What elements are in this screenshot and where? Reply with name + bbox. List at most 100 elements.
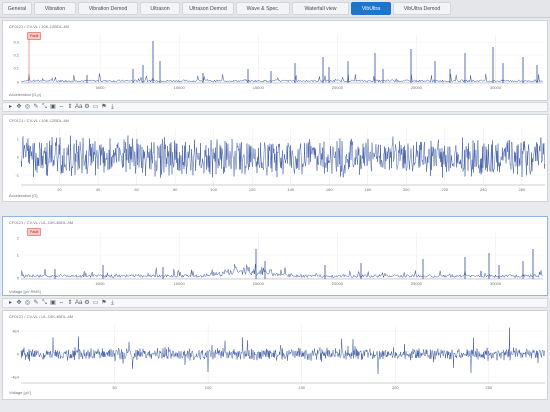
play-icon[interactable]: ▸ [8,104,12,110]
text-size-icon[interactable]: Aa [75,300,83,306]
chart-svg[interactable]: 50 100 150 200 250 4e4 0 -4e4 [3,311,549,401]
x-tick-label: 250 [486,385,493,390]
x-tick-label: 120 [249,187,256,192]
tab-bar: General Vibration Vibration Demod Ultrason U… [0,0,550,18]
y-tick-label: 1 [17,253,20,258]
chart-svg[interactable]: 5000 10000 15000 20000 25000 30000 2 1 0 [3,217,549,297]
fit-x-icon[interactable]: ⇔ [58,104,65,110]
y-tick-label: -1 [15,173,19,178]
edit-icon[interactable]: ✎ [33,104,39,110]
spectrum-chart-panel-voltage[interactable]: CF0121 / CV-VL / UL-10K-4BDL-4M Fault Vo… [2,216,548,296]
fit-y-icon[interactable]: ⇕ [67,300,73,306]
x-tick-label: 10000 [174,85,186,90]
y-tick-label: 0.2 [13,53,19,58]
y-tick-label: 4e4 [12,329,19,334]
tab-waterfall-view[interactable]: Waterfall view [292,2,349,15]
panel-path-label: CF0121 / CV-VL / 10K-12BDL-4M [9,118,69,123]
cursor-icon[interactable]: ⤡ [42,104,47,110]
flag-icon[interactable]: ⚑ [101,104,107,110]
x-tick-label: 100 [210,187,217,192]
edit-icon[interactable]: ✎ [33,300,39,306]
download-icon[interactable]: ⤓ [111,104,114,110]
y-tick-label: 1 [17,137,20,142]
tab-ultrason-demod[interactable]: Ultrason Demod [182,2,234,15]
x-tick-label: 200 [392,385,399,390]
y-axis-label: Acceleration [G] [9,193,38,198]
tab-wave-spec[interactable]: Wave & Spec. [236,2,290,15]
settings-icon[interactable]: ⚙ [84,104,90,110]
y-tick-label: 0 [17,80,20,85]
zoom-icon[interactable]: ◎ [24,300,31,306]
x-tick-label: 60 [134,187,139,192]
x-tick-label: 5000 [96,281,106,286]
fault-badge: Fault [27,32,42,40]
x-tick-label: 80 [173,187,178,192]
spectrum-chart-panel-acceleration[interactable]: CF0121 / CV-VL / 10K-12BDL-4M Fault Acce… [2,20,548,101]
fit-y-icon[interactable]: ⇕ [67,104,73,110]
pan-icon[interactable]: ✥ [16,300,22,306]
x-tick-label: 25000 [411,281,423,286]
tab-vibultra-demod[interactable]: VibUltra Demod [393,2,451,15]
waveform-trace [20,135,546,178]
tab-vibultra[interactable]: VibUltra [351,2,391,15]
spectrum-trace [20,73,543,83]
y-axis-label: Voltage [μV] [9,390,31,395]
text-size-icon[interactable]: Aa [75,104,83,110]
y-tick-label: 0 [17,155,20,160]
y-axis-label: Voltage [μV RMS] [9,289,41,294]
fit-x-icon[interactable]: ⇔ [58,300,65,306]
x-tick-label: 100 [205,385,212,390]
chart-svg[interactable]: 5000 10000 15000 20000 25000 30000 0.3 0.2 0.1 0 [3,21,549,102]
marker-icon[interactable]: ▭ [92,104,99,110]
x-tick-label: 5000 [96,85,106,90]
waveform-trace [20,327,546,375]
x-tick-label: 20 [57,187,62,192]
x-tick-label: 20000 [332,85,344,90]
x-tick-label: 40 [96,187,101,192]
x-tick-label: 140 [287,187,294,192]
tab-vibration-demod[interactable]: Vibration Demod [78,2,138,15]
x-tick-label: 240 [480,187,487,192]
box-zoom-icon[interactable]: ▣ [50,300,56,306]
x-tick-label: 15000 [253,85,265,90]
y-tick-label: 0.3 [13,40,19,45]
x-tick-label: 25000 [411,85,423,90]
box-zoom-icon[interactable]: ▣ [50,104,56,110]
marker-icon[interactable]: ▭ [92,300,99,306]
tab-ultrason[interactable]: Ultrason [140,2,180,15]
settings-icon[interactable]: ⚙ [84,300,90,306]
download-icon[interactable]: ⤓ [111,300,114,306]
tab-general[interactable]: General [2,2,32,15]
chart-toolbar: ▸ ✥ ◎ ✎ ⤡ ▣ ⇔ ⇕ Aa ⚙ ▭ ⚑ ⤓ [2,102,548,112]
x-tick-label: 10000 [174,281,186,286]
x-tick-label: 180 [364,187,371,192]
x-tick-label: 260 [519,187,526,192]
panel-path-label: CF0121 / CV-VL / UL-10K-4BDL-4M [9,314,74,319]
x-tick-label: 50 [112,385,117,390]
y-tick-label: -4e4 [11,375,20,380]
panel-path-label: CF0121 / CV-VL / UL-10K-4BDL-4M [9,220,74,225]
pan-icon[interactable]: ✥ [16,104,22,110]
y-tick-label: 0.1 [13,66,19,71]
x-tick-label: 200 [403,187,410,192]
chart-svg[interactable]: 20 40 60 80 100 120 140 160 180 200 220 240 260 1 0 -1 [3,115,549,203]
fault-badge: Fault [27,228,42,236]
spectrum-trace [20,263,543,279]
cursor-icon[interactable]: ⤡ [42,300,47,306]
waveform-chart-panel-acceleration[interactable]: CF0121 / CV-VL / 10K-12BDL-4M Accelerati… [2,114,548,202]
x-tick-label: 30000 [490,85,502,90]
y-tick-label: 0 [17,276,20,281]
x-tick-label: 20000 [332,281,344,286]
waveform-chart-panel-voltage[interactable]: CF0121 / CV-VL / UL-10K-4BDL-4M Voltage … [2,310,548,400]
zoom-icon[interactable]: ◎ [24,104,31,110]
panel-path-label: CF0121 / CV-VL / 10K-12BDL-4M [9,24,69,29]
x-tick-label: 150 [298,385,305,390]
y-axis-label: Acceleration [G,p] [9,92,41,97]
tab-vibration[interactable]: Vibration [34,2,76,15]
play-icon[interactable]: ▸ [8,300,12,306]
x-tick-label: 220 [441,187,448,192]
flag-icon[interactable]: ⚑ [101,300,107,306]
y-tick-label: 2 [17,236,20,241]
y-tick-label: 0 [17,352,20,357]
chart-toolbar: ▸ ✥ ◎ ✎ ⤡ ▣ ⇔ ⇕ Aa ⚙ ▭ ⚑ ⤓ [2,298,548,308]
